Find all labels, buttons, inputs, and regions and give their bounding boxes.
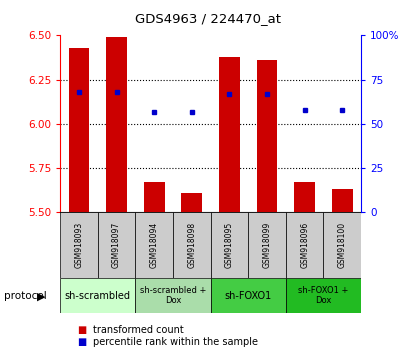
Text: GSM918100: GSM918100	[338, 222, 347, 268]
Bar	[286, 212, 323, 278]
Bar	[286, 278, 361, 313]
Text: ■: ■	[77, 337, 86, 347]
Text: GSM918099: GSM918099	[263, 222, 271, 268]
Text: ■: ■	[77, 325, 86, 335]
Bar	[219, 57, 240, 212]
Bar	[135, 212, 173, 278]
Bar	[60, 212, 98, 278]
Bar	[98, 212, 135, 278]
Bar	[181, 193, 202, 212]
Bar	[173, 212, 210, 278]
Bar	[144, 182, 164, 212]
Bar	[323, 212, 361, 278]
Text: sh-scrambled: sh-scrambled	[65, 291, 131, 301]
Text: GSM918095: GSM918095	[225, 222, 234, 268]
Text: sh-FOXO1 +
Dox: sh-FOXO1 + Dox	[298, 286, 349, 305]
Bar	[211, 212, 248, 278]
Text: sh-FOXO1: sh-FOXO1	[225, 291, 272, 301]
Bar	[257, 60, 277, 212]
Bar	[294, 182, 315, 212]
Bar	[106, 37, 127, 212]
Text: sh-scrambled +
Dox: sh-scrambled + Dox	[140, 286, 206, 305]
Text: GSM918094: GSM918094	[150, 222, 159, 268]
Text: percentile rank within the sample: percentile rank within the sample	[93, 337, 259, 347]
Bar	[135, 278, 210, 313]
Text: GSM918098: GSM918098	[187, 222, 196, 268]
Bar	[248, 212, 286, 278]
Bar	[332, 189, 353, 212]
Text: ▶: ▶	[37, 291, 46, 301]
Text: GDS4963 / 224470_at: GDS4963 / 224470_at	[134, 12, 281, 25]
Text: protocol: protocol	[4, 291, 47, 301]
Text: GSM918093: GSM918093	[74, 222, 83, 268]
Text: GSM918096: GSM918096	[300, 222, 309, 268]
Bar	[68, 48, 89, 212]
Bar	[211, 278, 286, 313]
Text: GSM918097: GSM918097	[112, 222, 121, 268]
Text: transformed count: transformed count	[93, 325, 184, 335]
Bar	[60, 278, 135, 313]
